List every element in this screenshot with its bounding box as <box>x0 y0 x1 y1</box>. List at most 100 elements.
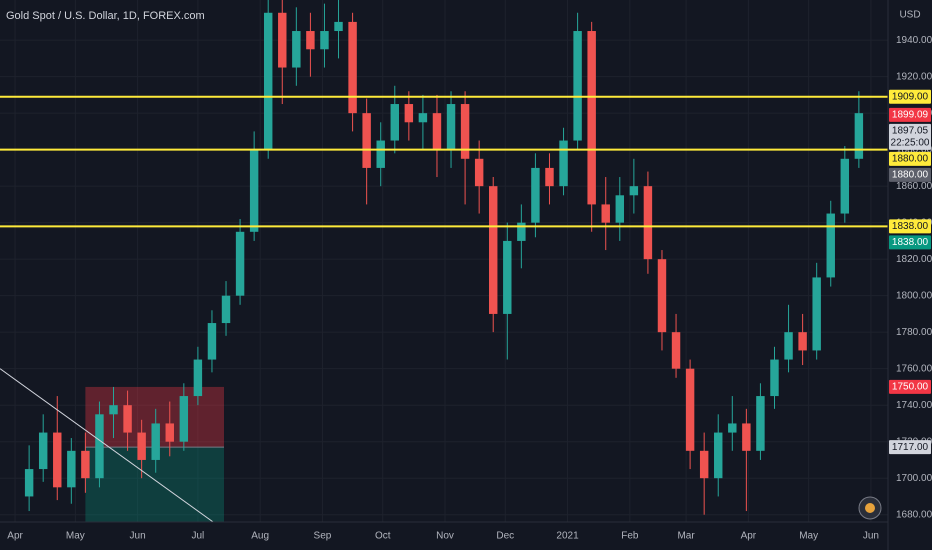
candle-body <box>193 359 203 397</box>
candle-body <box>460 104 470 159</box>
candle-body <box>770 359 779 397</box>
candle-body <box>404 104 414 123</box>
candle-body <box>854 113 864 159</box>
y-tick-label: 1700.00 <box>896 473 932 484</box>
price-box-label: 1899.09 <box>892 109 929 120</box>
candle-body <box>742 423 751 451</box>
candle-body <box>503 240 512 314</box>
price-box <box>889 167 931 182</box>
candle-body <box>432 113 442 150</box>
x-tick-label: Apr <box>7 531 23 542</box>
y-tick-label: 1800.00 <box>896 290 932 301</box>
y-tick-label: 1740.00 <box>896 400 932 411</box>
x-tick-label: Sep <box>314 531 332 542</box>
candle-body <box>362 113 371 168</box>
price-box-label: 1717.00 <box>892 442 929 453</box>
candle-body <box>348 21 357 114</box>
plot <box>0 0 888 522</box>
price-box-label: 1880.00 <box>892 169 929 180</box>
candle-body <box>840 158 850 214</box>
y-tick-label: 1920.00 <box>896 71 932 82</box>
candle-body <box>24 469 34 497</box>
candle-body <box>517 222 526 241</box>
candle-body <box>292 31 301 68</box>
price-box <box>889 107 931 122</box>
price-box-sub: 22:25:00 <box>891 137 930 148</box>
candle-body <box>474 158 484 187</box>
x-tick-label: Nov <box>436 531 454 542</box>
candle-body <box>207 323 217 360</box>
price-box-label: 1838.00 <box>892 221 929 232</box>
candle-body <box>615 195 625 223</box>
y-unit: USD <box>899 10 920 21</box>
candle-body <box>798 332 807 351</box>
trendline <box>0 368 214 522</box>
price-box-label: 1897.05 <box>892 125 929 136</box>
candle-body <box>629 186 639 196</box>
candle-body <box>812 277 821 351</box>
price-box <box>889 151 931 166</box>
price-box <box>889 440 931 455</box>
candle-body <box>601 204 610 223</box>
candle-body <box>137 432 146 460</box>
candle-body <box>728 423 737 433</box>
candle-body <box>235 231 245 296</box>
price-box <box>889 235 931 250</box>
x-tick-label: Aug <box>251 531 269 542</box>
x-tick-label: Jul <box>191 531 204 542</box>
y-tick-label: 1860.00 <box>896 181 932 192</box>
candle-body <box>587 31 596 205</box>
x-tick-label: May <box>66 531 85 542</box>
candle-body <box>67 450 76 488</box>
candle-body <box>151 423 160 460</box>
candle-body <box>38 432 48 470</box>
candle-body <box>446 104 456 150</box>
price-box <box>889 379 931 394</box>
candle-body <box>685 368 695 451</box>
candle-body <box>531 167 540 223</box>
price-box-label: 1880.00 <box>892 153 929 164</box>
candle-body <box>714 432 723 479</box>
x-tick-label: Jun <box>863 531 879 542</box>
price-box <box>889 89 931 104</box>
x-tick-label: Apr <box>741 531 757 542</box>
price-box <box>889 219 931 234</box>
candle-body <box>545 167 554 187</box>
candle-body <box>559 140 568 187</box>
candle-body <box>418 113 428 123</box>
candle-body <box>784 332 793 360</box>
candle-body <box>671 332 681 369</box>
axes: 1680.001700.001720.001740.001760.001780.… <box>7 35 932 542</box>
chart-title: Gold Spot / U.S. Dollar, 1D, FOREX.com <box>6 10 205 22</box>
candle-body <box>165 423 174 442</box>
x-tick-label: Mar <box>677 531 695 542</box>
x-tick-label: May <box>799 531 818 542</box>
candle-body <box>390 104 399 141</box>
candle-body <box>278 12 287 68</box>
candle-body <box>221 295 231 324</box>
x-tick-label: Oct <box>375 531 391 542</box>
candle-body <box>306 31 315 50</box>
candle-body <box>573 31 582 141</box>
candle-body <box>53 432 62 488</box>
y-tick-label: 1820.00 <box>896 254 932 265</box>
icon <box>858 496 882 520</box>
candle-body <box>263 12 273 150</box>
candle-body <box>699 450 709 479</box>
x-tick-label: 2021 <box>556 531 579 542</box>
candle-body <box>489 186 498 314</box>
price-box-label: 1909.00 <box>892 91 929 102</box>
candle-body <box>81 450 90 479</box>
candle-body <box>657 259 667 333</box>
candle-body <box>376 140 385 168</box>
candle-body <box>95 414 104 479</box>
candle-body <box>320 31 329 50</box>
price-box-label: 1838.00 <box>892 237 929 248</box>
candle-body <box>249 149 259 232</box>
x-tick-label: Feb <box>621 531 639 542</box>
price-box-label: 1750.00 <box>892 382 929 393</box>
y-tick-label: 1760.00 <box>896 363 932 374</box>
price-box <box>889 123 931 150</box>
candle-body <box>643 186 653 260</box>
